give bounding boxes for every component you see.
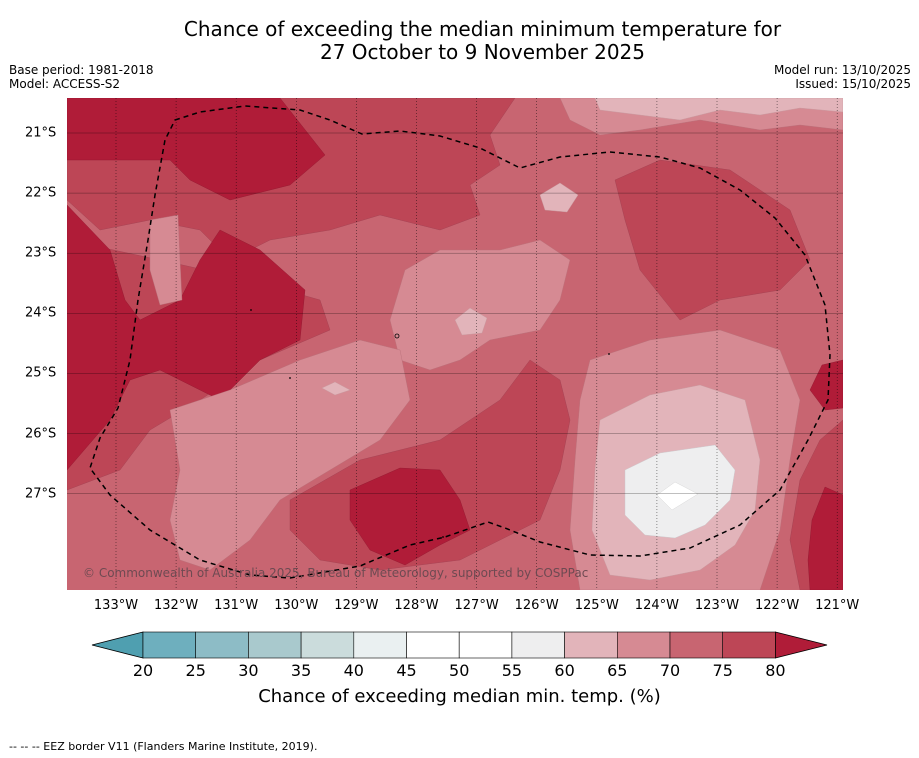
map-title-line2: 27 October to 9 November 2025	[319, 40, 646, 64]
eez-legend-note: -- -- -- EEZ border V11 (Flanders Marine…	[9, 740, 318, 753]
x-tick-label: 129°W	[334, 598, 379, 613]
x-tick-label: 132°W	[154, 598, 199, 613]
contour-60-65-small	[321, 381, 351, 396]
island-marker	[289, 377, 291, 379]
island-marker	[250, 309, 252, 311]
colorbar-segment	[564, 631, 618, 659]
base-period: Base period: 1981-2018	[9, 63, 154, 77]
contour-60-65-center	[454, 307, 488, 336]
colorbar-tick-label: 80	[765, 661, 786, 680]
y-tick-label: 22°S	[25, 185, 57, 201]
map-title: Chance of exceeding the median minimum t…	[0, 18, 919, 64]
x-tick-label: 127°W	[454, 598, 499, 613]
x-tick-label: 124°W	[634, 598, 679, 613]
colorbar-tick-label: 20	[132, 661, 154, 680]
colorbar-segment	[722, 631, 776, 659]
y-tick-label: 27°S	[25, 486, 57, 502]
colorbar-segment	[300, 631, 355, 659]
y-tick-label: 26°S	[25, 426, 57, 441]
map-title-line1: Chance of exceeding the median minimum t…	[183, 17, 782, 41]
y-tick-label: 23°S	[25, 245, 57, 261]
colorbar-segment	[195, 631, 249, 659]
colorbar-tick-label: 30	[238, 661, 259, 680]
x-tick-label: 125°W	[574, 598, 619, 613]
colorbar	[91, 631, 828, 659]
colorbar-tick-label: 35	[290, 661, 312, 680]
colorbar-segment	[406, 631, 460, 659]
colorbar-tick-label: 65	[607, 661, 628, 680]
contour-65-70-westcol	[149, 214, 183, 306]
contour-80-east-edge	[809, 359, 843, 411]
colorbar-tick-label: 55	[501, 661, 523, 680]
colorbar-segment	[616, 631, 671, 659]
y-tick-label: 25°S	[25, 365, 57, 381]
colorbar-tick-label: 60	[554, 661, 575, 680]
contour-80-south	[349, 467, 471, 566]
contour-60-65-northeast	[594, 98, 843, 121]
contour-80-north	[67, 98, 326, 201]
x-tick-label: 131°W	[214, 598, 259, 613]
contour-80-southeast	[807, 486, 843, 590]
colorbar-extend-low	[91, 631, 144, 659]
x-tick-label: 123°W	[694, 598, 740, 613]
y-tick-label: 21°S	[25, 125, 57, 141]
colorbar-title: Chance of exceeding median min. temp. (%…	[258, 686, 661, 707]
colorbar-segment	[511, 631, 565, 659]
x-tick-label: 122°W	[755, 598, 800, 613]
contour-60-65-north	[539, 182, 579, 213]
contour-50-55-core	[656, 481, 699, 511]
copyright-text: © Commonwealth of Australia 2025, Bureau…	[83, 566, 589, 580]
colorbar-tick-label: 75	[712, 661, 733, 680]
colorbar-segment	[248, 631, 302, 659]
map-plot-area	[67, 98, 843, 590]
colorbar-segment	[142, 631, 197, 659]
x-tick-label: 121°W	[815, 598, 860, 613]
issued-date: Issued: 15/10/2025	[795, 77, 911, 91]
colorbar-segment	[669, 631, 724, 659]
x-tick-label: 130°W	[274, 598, 319, 613]
colorbar-tick-label: 50	[449, 661, 470, 680]
x-tick-label: 126°W	[514, 598, 559, 613]
colorbar-tick-label: 70	[659, 661, 681, 680]
island-marker	[394, 333, 400, 339]
contour-65-70-southwest	[169, 339, 411, 571]
meta-right: Model run: 13/10/2025 Issued: 15/10/2025	[774, 63, 911, 91]
colorbar-tick-label: 45	[396, 661, 417, 680]
colorbar-tick-label: 40	[343, 661, 364, 680]
meta-left: Base period: 1981-2018 Model: ACCESS-S2	[9, 63, 154, 91]
island-marker	[608, 353, 610, 355]
colorbar-tick-label: 25	[185, 661, 206, 680]
map-grid	[67, 98, 843, 590]
model-name: Model: ACCESS-S2	[9, 77, 121, 91]
colorbar-extend-high	[775, 631, 828, 659]
x-tick-label: 133°W	[93, 598, 139, 613]
eez-border	[89, 105, 831, 579]
x-tick-label: 128°W	[394, 598, 439, 613]
model-run: Model run: 13/10/2025	[773, 63, 911, 77]
y-tick-label: 24°S	[25, 305, 57, 321]
colorbar-segment	[353, 631, 407, 659]
island-marker	[442, 536, 444, 538]
colorbar-segment	[458, 631, 513, 659]
